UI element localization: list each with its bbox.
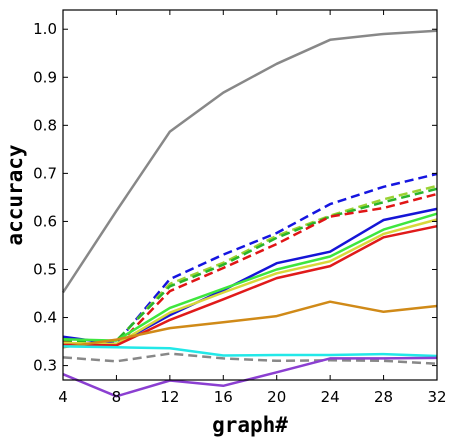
tick-layer: 0.3 0.4 0.5 0.6 0.7 0.8 0.9 1.0 4 8 12 16 20 24 28 32 — [33, 10, 447, 406]
y-tick-label: 1.0 — [33, 20, 57, 38]
x-tick-label: 20 — [267, 388, 286, 406]
x-tick-label: 24 — [321, 388, 340, 406]
series-line-10 — [62, 345, 438, 358]
series-line-9 — [62, 300, 438, 349]
series-line-0 — [61, 29, 438, 294]
y-tick-label: 0.6 — [33, 212, 57, 230]
series-line-5 — [62, 207, 438, 346]
series-line-11 — [62, 352, 438, 365]
x-tick-label: 16 — [214, 388, 233, 406]
x-tick-label: 12 — [160, 388, 179, 406]
y-tick-label: 0.3 — [33, 357, 57, 375]
x-tick-label: 32 — [427, 388, 446, 406]
y-tick-label: 0.5 — [33, 260, 57, 278]
series-line-2 — [63, 184, 438, 343]
plot-area-frame — [62, 9, 438, 381]
series-line-1 — [62, 172, 438, 345]
series-line-6 — [62, 212, 438, 342]
y-tick-label: 0.8 — [33, 116, 57, 134]
series-layer — [61, 29, 438, 398]
x-tick-label: 28 — [374, 388, 393, 406]
series-line-8 — [62, 224, 438, 347]
y-axis-label: accuracy — [3, 144, 27, 246]
x-tick-label: 8 — [112, 388, 122, 406]
x-tick-label: 4 — [58, 388, 68, 406]
series-line-12 — [62, 356, 438, 398]
y-tick-label: 0.9 — [33, 68, 57, 86]
y-tick-label: 0.4 — [33, 309, 57, 327]
y-tick-label: 0.7 — [33, 164, 57, 182]
series-line-4 — [62, 192, 438, 348]
x-axis-label: graph# — [212, 413, 288, 437]
series-line-3 — [62, 187, 438, 343]
